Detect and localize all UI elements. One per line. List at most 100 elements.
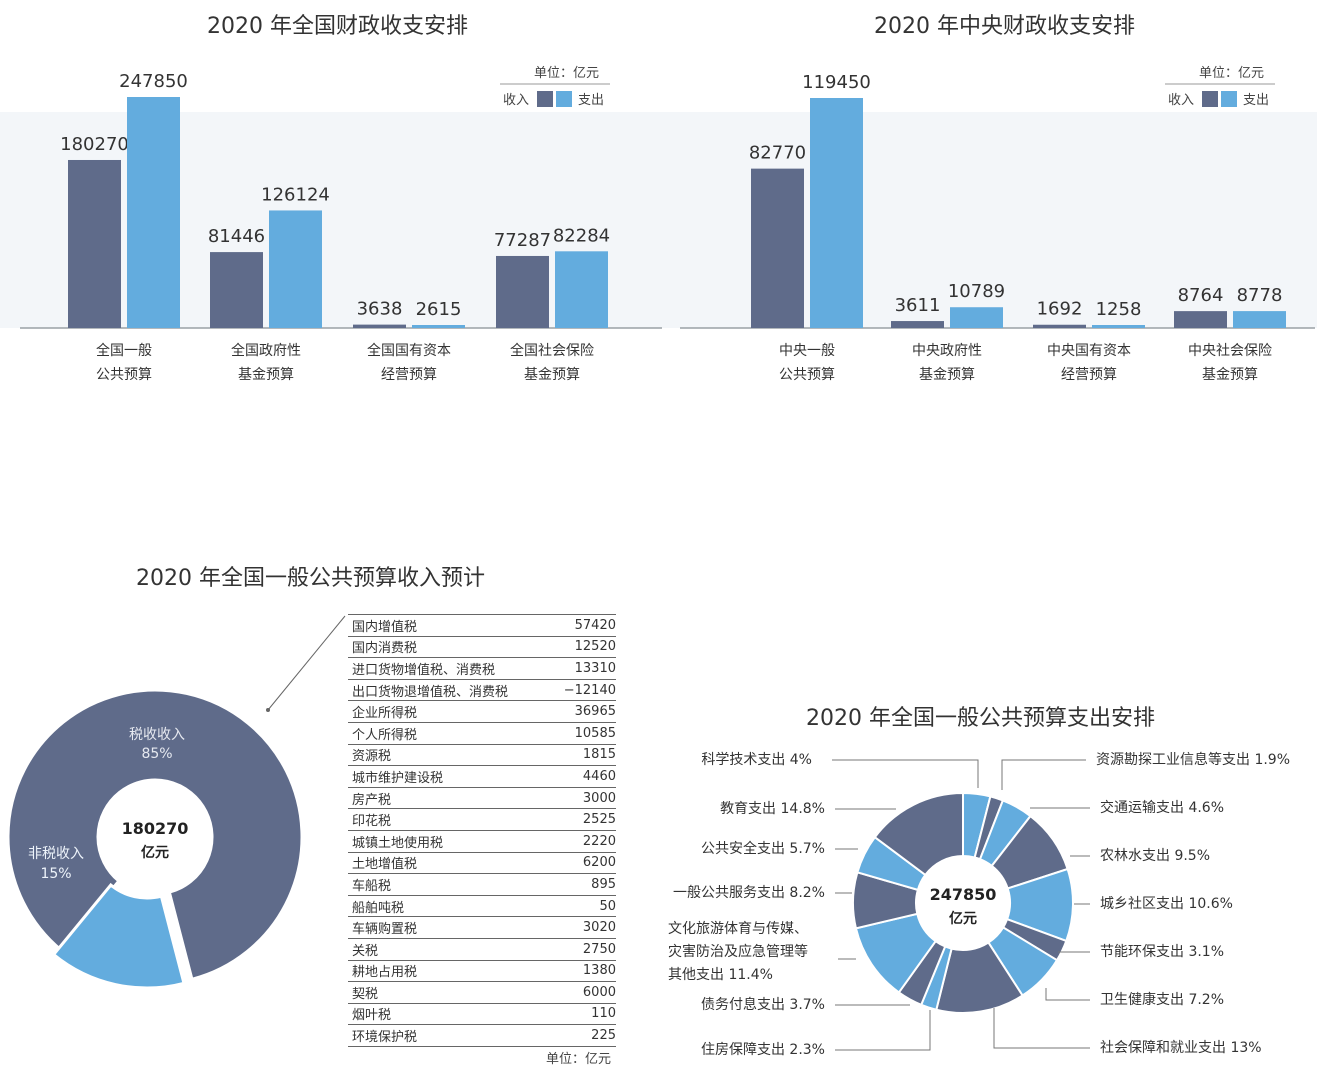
tax-item-value: 110 xyxy=(546,1002,616,1025)
legend-swatch-income xyxy=(1202,91,1218,107)
connector-dot xyxy=(266,708,270,712)
tax-item-value: 4460 xyxy=(546,765,616,788)
category-label: 基金预算 xyxy=(524,366,580,383)
table-row: 车船税 895 xyxy=(348,873,616,896)
tax-item-name: 城市维护建设税 xyxy=(348,765,547,788)
data-label: 8778 xyxy=(1237,285,1283,306)
slice-label: 教育支出 14.8% xyxy=(720,801,825,817)
data-label: 10789 xyxy=(948,281,1005,302)
donut-slice-nontax xyxy=(51,882,186,990)
donut-hole xyxy=(98,780,212,894)
leader-line xyxy=(1045,988,1090,1001)
donut-chart-income: 180270 亿元 税收收入 85% 非税收入 15% xyxy=(6,615,346,990)
slice-label-nontax: 非税收入 xyxy=(28,846,84,862)
bar-chart-national: 收入 支出 180270 247850 全国一般公共预算 81446 126124 全国政府性… xyxy=(0,71,665,383)
slice-label: 一般公共服务支出 8.2% xyxy=(673,885,825,901)
bar-expense xyxy=(950,307,1003,328)
data-label: 82770 xyxy=(749,143,806,164)
bar-expense xyxy=(810,98,863,328)
table-row: 个人所得税 10585 xyxy=(348,721,616,745)
tax-item-name: 进口货物增值税、消费税 xyxy=(348,657,547,680)
table-row: 印花税 2525 xyxy=(348,808,616,831)
tax-item-value: 36965 xyxy=(546,700,616,723)
slice-label: 公共安全支出 5.7% xyxy=(701,840,825,857)
slice-pct-tax: 85% xyxy=(141,746,172,762)
donut-center-unit: 亿元 xyxy=(949,910,977,927)
tax-item-name: 耕地占用税 xyxy=(348,959,547,982)
tax-item-name: 车辆购置税 xyxy=(348,916,547,939)
bar-income xyxy=(496,255,549,328)
category-label: 公共预算 xyxy=(779,367,835,383)
bar-expense xyxy=(1092,325,1145,328)
tax-item-name: 烟叶税 xyxy=(348,1002,547,1025)
category-label: 全国一般 xyxy=(96,342,152,359)
slice-label: 社会保障和就业支出 13% xyxy=(1100,1040,1262,1056)
table-row: 国内增值税 57420 xyxy=(348,614,616,637)
tax-item-name: 出口货物退增值税、消费税 xyxy=(348,678,547,701)
tax-item-value: 225 xyxy=(546,1024,616,1047)
tax-item-value: 1815 xyxy=(546,743,616,766)
data-label: 126124 xyxy=(261,184,330,205)
tax-item-value: 6000 xyxy=(546,981,616,1004)
tax-item-name: 企业所得税 xyxy=(348,700,547,723)
tax-item-name: 城镇土地使用税 xyxy=(348,829,547,853)
data-label: 247850 xyxy=(119,71,188,92)
legend-label-income: 收入 xyxy=(1168,93,1194,108)
table-row: 城镇土地使用税 2220 xyxy=(348,829,616,853)
slice-label: 资源勘探工业信息等支出 1.9% xyxy=(1096,751,1290,768)
legend-label-expense: 支出 xyxy=(1243,93,1269,108)
slice-label: 其他支出 11.4% xyxy=(668,967,773,983)
category-label: 中央一般 xyxy=(779,343,835,359)
chart-title-central: 2020 年中央财政收支安排 xyxy=(874,14,1135,39)
table-row: 进口货物增值税、消费税 13310 xyxy=(348,657,616,680)
table-row: 烟叶税 110 xyxy=(348,1002,616,1025)
category-label: 中央社会保险 xyxy=(1188,343,1272,359)
bar-expense xyxy=(269,210,322,328)
tax-item-name: 关税 xyxy=(348,937,547,960)
legend-swatch-income xyxy=(537,91,553,107)
tax-item-value: 895 xyxy=(546,873,616,896)
legend-label-expense: 支出 xyxy=(578,93,604,108)
leader-line xyxy=(1001,759,1086,790)
slice-label: 科学技术支出 4% xyxy=(701,752,812,768)
tax-item-name: 船舶吨税 xyxy=(348,894,547,917)
table-row: 环境保护税 225 xyxy=(348,1024,616,1047)
table-row: 车辆购置税 3020 xyxy=(348,916,616,939)
data-label: 77287 xyxy=(494,230,551,251)
table-row: 房产税 3000 xyxy=(348,786,616,809)
slice-label: 交通运输支出 4.6% xyxy=(1100,799,1224,816)
tax-item-value: 2220 xyxy=(546,829,616,853)
category-label: 全国政府性 xyxy=(231,342,301,359)
chart-title-income: 2020 年全国一般公共预算收入预计 xyxy=(136,566,485,591)
unit-label-national: 单位：亿元 xyxy=(534,66,600,81)
tax-item-value: 2525 xyxy=(546,808,616,831)
table-row: 耕地占用税 1380 xyxy=(348,959,616,982)
donut-chart-expenditure: 247850 亿元 科学技术支出 4% 资源勘探工业信息等支出 1.9% 交通运输支出 … xyxy=(668,751,1290,1058)
category-label: 经营预算 xyxy=(1061,367,1117,383)
tax-item-name: 土地增值税 xyxy=(348,851,547,874)
tax-item-value: 3020 xyxy=(546,916,616,939)
tax-item-name: 资源税 xyxy=(348,743,547,766)
legend-label-income: 收入 xyxy=(503,93,529,108)
slice-label: 债务付息支出 3.7% xyxy=(701,996,825,1013)
category-label: 基金预算 xyxy=(919,366,975,383)
tax-item-name: 环境保护税 xyxy=(348,1024,547,1047)
legend-swatch-expense xyxy=(556,91,572,107)
category-label: 中央政府性 xyxy=(912,343,982,359)
category-label: 经营预算 xyxy=(381,367,437,383)
bar-expense xyxy=(555,251,608,328)
chart-title-national: 2020 年全国财政收支安排 xyxy=(207,14,468,39)
tax-item-value: −12140 xyxy=(546,678,616,701)
table-unit-label: 单位：亿元 xyxy=(546,1052,612,1067)
leader-line xyxy=(993,1008,1090,1049)
donut-center-unit: 亿元 xyxy=(141,844,169,861)
chart-title-expenditure: 2020 年全国一般公共预算支出安排 xyxy=(806,706,1155,731)
tax-item-value: 2750 xyxy=(546,937,616,960)
category-label: 中央国有资本 xyxy=(1047,343,1131,359)
bar-income xyxy=(1174,311,1227,328)
slice-label-tax: 税收收入 xyxy=(129,727,185,743)
data-label: 82284 xyxy=(553,225,610,246)
data-label: 2615 xyxy=(416,299,462,320)
table-row: 土地增值税 6200 xyxy=(348,851,616,874)
donut-center-value: 247850 xyxy=(930,885,997,904)
